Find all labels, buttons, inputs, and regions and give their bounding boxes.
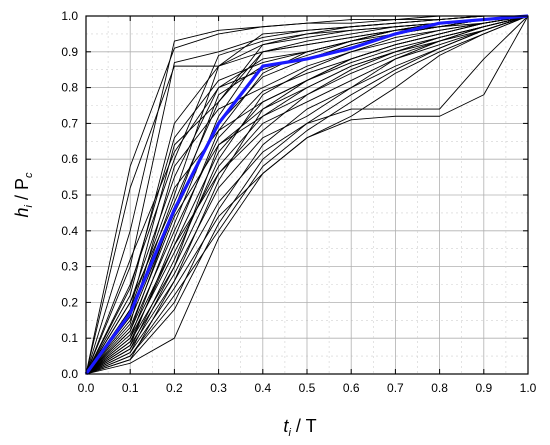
x-axis-label: ti / T	[283, 416, 316, 439]
series-line	[85, 15, 529, 375]
x-axis-label-sub: i	[288, 427, 291, 439]
y-axis-label-sub: i	[23, 204, 35, 207]
x-tick-label: 0.1	[122, 381, 139, 395]
y-tick-label: 0.8	[61, 81, 78, 95]
y-tick-label: 0.4	[61, 224, 78, 238]
y-tick-label: 0.2	[61, 295, 78, 309]
series-line	[85, 15, 529, 375]
y-tick-label: 0.9	[61, 45, 78, 59]
x-axis-label-rest: / T	[291, 416, 317, 436]
x-axis-label-main: t	[283, 416, 289, 436]
series-line	[85, 15, 529, 375]
y-tick-label: 0.0	[61, 367, 78, 381]
x-tick-label: 0.0	[78, 381, 95, 395]
y-axis-label-main: h	[12, 207, 32, 217]
x-tick-label: 1.0	[520, 381, 537, 395]
x-tick-label: 0.2	[166, 381, 183, 395]
x-tick-label: 0.3	[210, 381, 227, 395]
y-axis-label-mid: / P	[12, 178, 32, 205]
y-tick-label: 0.3	[61, 260, 78, 274]
tick-layer: 0.00.0 0.1 0.1 0.2 0.2 0.3 0.3 0.4 0.4 0.5 0.5 0.6 0…	[61, 9, 536, 395]
mean-series-line	[84, 14, 529, 375]
series-line	[85, 15, 529, 375]
series-line	[85, 15, 529, 375]
y-tick-label: 0.7	[61, 116, 78, 130]
y-tick-label: 1.0	[61, 9, 78, 23]
x-tick-label: 0.9	[475, 381, 492, 395]
y-tick-label: 0.6	[61, 152, 78, 166]
series-line	[85, 15, 529, 375]
series-line	[85, 15, 529, 375]
x-tick-label: 0.8	[431, 381, 448, 395]
x-tick-label: 0.5	[299, 381, 316, 395]
x-tick-label: 0.6	[343, 381, 360, 395]
series-line	[85, 15, 529, 375]
x-tick-label: 0.7	[387, 381, 404, 395]
y-axis-label-sub2: c	[23, 172, 35, 178]
y-tick-label: 0.1	[61, 331, 78, 345]
y-axis-label: hi / Pc	[12, 172, 35, 217]
y-tick-label: 0.5	[61, 188, 78, 202]
mean-series-layer	[84, 14, 529, 375]
series-line	[85, 15, 529, 375]
x-tick-label: 0.4	[254, 381, 271, 395]
series-line	[85, 15, 529, 375]
